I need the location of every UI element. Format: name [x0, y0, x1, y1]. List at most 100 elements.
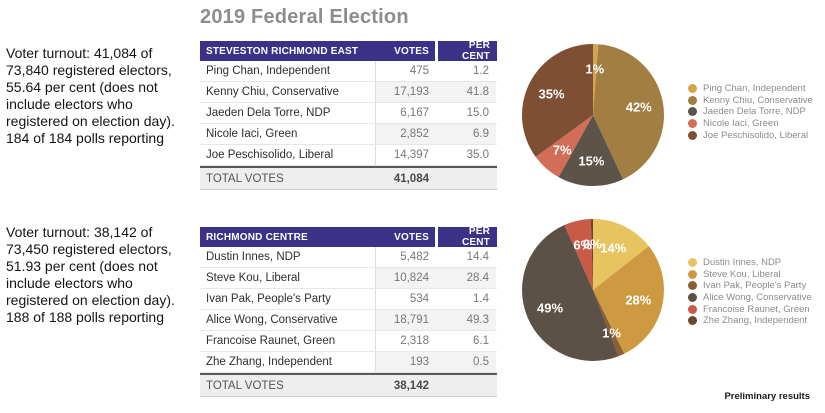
votes-cell: 475	[375, 61, 435, 81]
votes-cell: 2,852	[375, 124, 435, 144]
votes-cell: 193	[375, 352, 435, 372]
candidate-name-cell: Steve Kou, Liberal	[200, 268, 375, 288]
legend-swatch	[688, 281, 697, 291]
candidate-name-cell: Jaeden Dela Torre, NDP	[200, 103, 375, 123]
percent-cell: 35.0	[466, 149, 489, 161]
total-label-cell: TOTAL VOTES	[206, 172, 284, 185]
legend-item: Ping Chan, Independent	[688, 83, 813, 95]
pie-svg	[521, 43, 664, 186]
votes-cell: 534	[375, 289, 435, 309]
candidate-name-cell: Joe Peschisolido, Liberal	[200, 145, 375, 165]
table-row: Dustin Innes, NDP 5,482 14.4	[200, 247, 497, 268]
votes-cell: 5,482	[375, 247, 435, 267]
legend-label: Joe Peschisolido, Liberal	[703, 129, 809, 141]
legend-steveston-richmond-east: Ping Chan, Independent Kenny Chiu, Conser…	[688, 83, 813, 141]
pie-slice	[521, 43, 593, 157]
percent-cell: 1.4	[473, 293, 489, 305]
table-total-row: TOTAL VOTES 41,084	[200, 166, 497, 190]
percent-cell: 15.0	[466, 107, 489, 119]
pie-slice-label: 35%	[538, 86, 565, 102]
table-row: Joe Peschisolido, Liberal 14,397 35.0	[200, 145, 497, 166]
pie-slice-label: 1%	[585, 61, 605, 77]
table-header-divider	[435, 227, 438, 247]
legend-label: Jaeden Dela Torre, NDP	[703, 106, 806, 118]
legend-label: Dustin Innes, NDP	[703, 257, 782, 269]
legend-swatch	[688, 130, 697, 140]
pie-chart-richmond-centre: 14% 28% 1% 49% 6% 0%	[521, 218, 665, 362]
pie-slice	[593, 290, 625, 357]
total-label-cell: TOTAL VOTES	[206, 379, 284, 392]
table-row: Steve Kou, Liberal 10,824 28.4	[200, 268, 497, 289]
table-row: Francoise Raunet, Green 2,318 6.1	[200, 331, 497, 352]
legend-label: Ping Chan, Independent	[703, 83, 806, 95]
legend-swatch	[688, 316, 697, 326]
footer-note: Preliminary results	[724, 391, 810, 402]
votes-cell: 17,193	[375, 82, 435, 102]
legend-item: Joe Peschisolido, Liberal	[688, 129, 813, 141]
pie-slice-label: 28%	[625, 292, 652, 308]
legend-item: Steve Kou, Liberal	[688, 269, 812, 281]
candidate-name-cell: Dustin Innes, NDP	[200, 247, 375, 267]
votes-cell: 18,791	[375, 310, 435, 330]
pie-slice-label: 49%	[536, 300, 564, 316]
pie-slice-label: 42%	[625, 99, 652, 115]
legend-label: Francoise Raunet, Green	[703, 303, 810, 315]
pie-slice-label: 7%	[552, 142, 572, 158]
percent-cell: 41.8	[435, 82, 496, 102]
legend-label: Kenny Chiu, Conservative	[703, 94, 813, 106]
pie-slice-label: 0%	[582, 236, 602, 251]
pie-slice	[558, 115, 624, 186]
table-row: Nicole Iaci, Green 2,852 6.9	[200, 124, 497, 145]
legend-swatch	[688, 269, 697, 279]
total-votes-cell: 41,084	[393, 172, 429, 185]
legend-item: Dustin Innes, NDP	[688, 257, 812, 269]
table-header-votes: VOTES	[394, 45, 429, 57]
pie-slice	[593, 219, 649, 290]
total-votes-cell: 38,142	[393, 379, 429, 392]
table-row: Zhe Zhang, Independent 193 0.5	[200, 352, 497, 373]
pie-slice	[535, 115, 593, 178]
pie-chart-steveston-richmond-east: 1% 42% 15% 7% 35%	[521, 43, 665, 187]
pie-slice-label: 6%	[573, 237, 593, 253]
table-header-percent: PER CENT	[461, 226, 490, 248]
table-header-district: STEVESTON RICHMOND EAST	[206, 45, 359, 57]
pie-slice	[593, 246, 665, 354]
table-header-votes: VOTES	[394, 231, 429, 243]
percent-cell: 6.9	[435, 124, 496, 144]
legend-label: Steve Kou, Liberal	[703, 268, 781, 280]
candidate-name-cell: Ping Chan, Independent	[200, 61, 375, 81]
pie-svg	[522, 218, 665, 362]
table-header-row: RICHMOND CENTRE VOTES PER CENT	[200, 226, 497, 248]
pie-slice	[590, 218, 593, 290]
candidate-name-cell: Ivan Pak, People's Party	[200, 289, 375, 309]
legend-label: Nicole Iaci, Green	[703, 118, 779, 130]
legend-label: Alice Wong, Conservative	[703, 292, 812, 304]
legend-item: Zhe Zhang, Independent	[688, 315, 812, 327]
table-header-divider	[435, 41, 438, 61]
pie-slice	[564, 219, 593, 290]
pie-slice	[522, 225, 619, 362]
table-row: Kenny Chiu, Conservative 17,193 41.8	[200, 82, 497, 103]
legend-item: Jaeden Dela Torre, NDP	[688, 106, 813, 118]
legend-swatch	[688, 258, 697, 268]
legend-swatch	[688, 119, 697, 129]
percent-cell: 0.5	[435, 352, 496, 372]
legend-swatch	[688, 84, 697, 94]
percent-cell: 6.1	[473, 335, 489, 347]
percent-cell: 1.2	[473, 65, 489, 77]
pie-slice	[593, 44, 664, 180]
legend-label: Ivan Pak, People's Party	[703, 280, 807, 292]
table-row: Jaeden Dela Torre, NDP 6,167 15.0	[200, 103, 497, 124]
legend-swatch	[688, 293, 697, 303]
table-header-district: RICHMOND CENTRE	[206, 231, 308, 243]
legend-item: Kenny Chiu, Conservative	[688, 95, 813, 107]
table-header-percent: PER CENT	[461, 40, 490, 62]
legend-item: Nicole Iaci, Green	[688, 118, 813, 130]
table-header-row: STEVESTON RICHMOND EAST VOTES PER CENT	[200, 40, 497, 62]
legend-swatch	[688, 304, 697, 314]
voter-turnout-note-steveston: Voter turnout: 41,084 of 73,840 register…	[6, 45, 175, 146]
percent-cell: 49.3	[435, 310, 496, 330]
page-title: 2019 Federal Election	[200, 6, 409, 28]
voter-turnout-note-richmond: Voter turnout: 38,142 of 73,450 register…	[6, 224, 175, 325]
